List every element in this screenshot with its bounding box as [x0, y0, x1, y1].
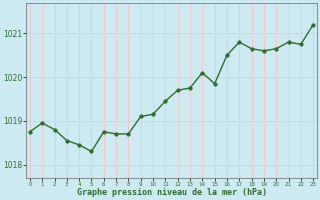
X-axis label: Graphe pression niveau de la mer (hPa): Graphe pression niveau de la mer (hPa)	[76, 188, 267, 197]
